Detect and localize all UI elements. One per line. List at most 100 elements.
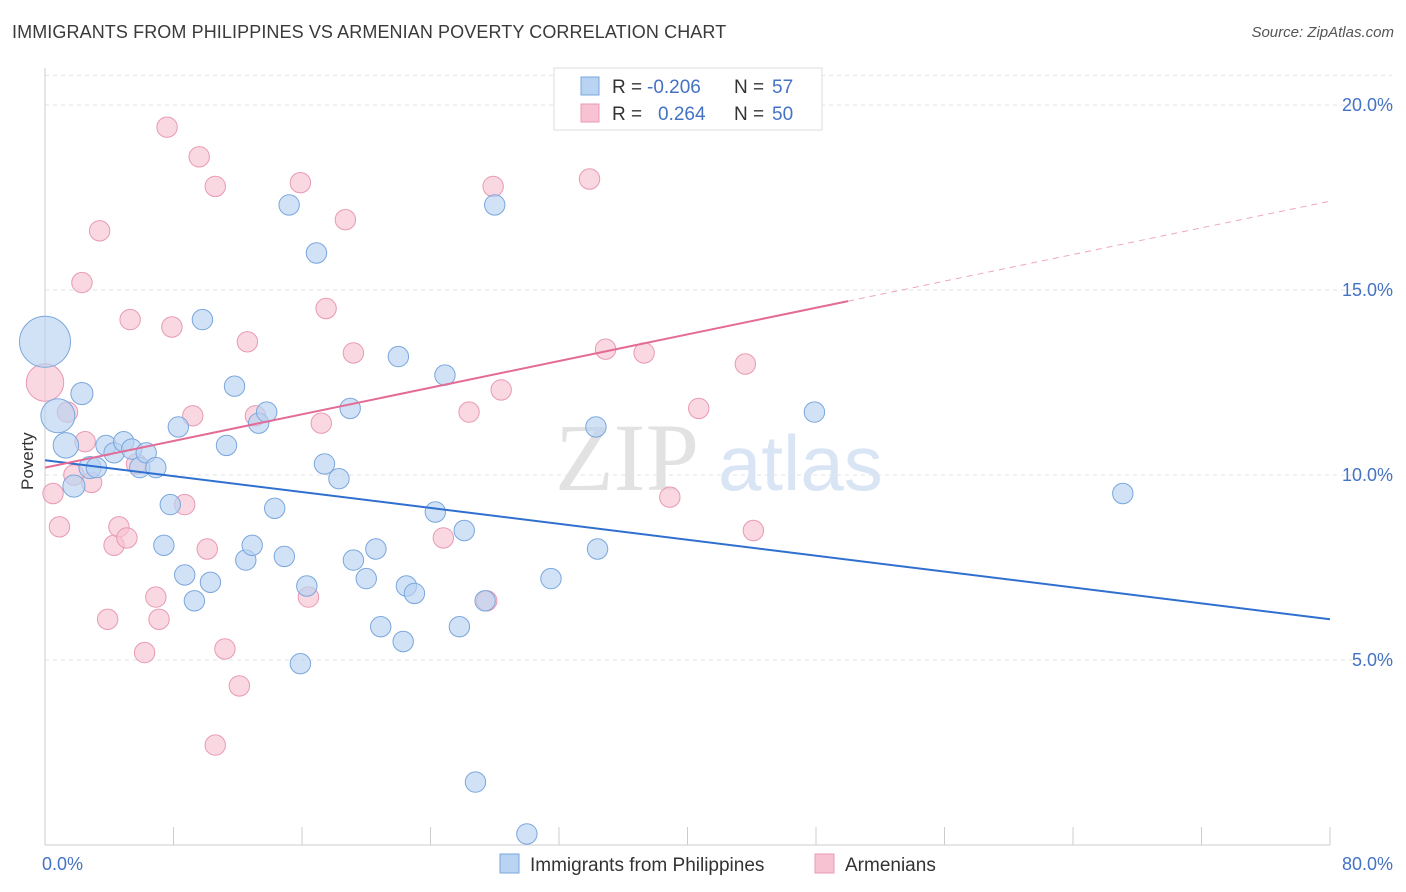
trend-lines [44,200,1331,621]
philippines-point [305,242,328,264]
philippines-point [40,398,76,434]
legend-n-value-2: 50 [772,104,793,125]
chart-title: IMMIGRANTS FROM PHILIPPINES VS ARMENIAN … [12,22,727,42]
philippines-point [313,453,336,475]
legend-r-label-2: R = [612,104,642,125]
philippines-point [516,823,538,845]
philippines-point [62,474,86,498]
armenians-point [742,519,765,542]
watermark-atlas: atlas [718,419,883,507]
x-tick-label-min: 0.0% [42,854,83,874]
philippines-point [289,653,312,675]
philippines-points [19,194,1134,845]
armenians-point [148,608,170,630]
armenians-point [315,297,337,320]
armenians-point [71,271,93,294]
philippines-point [215,434,238,457]
armenians-point [432,527,455,549]
philippines-point [403,582,426,605]
philippines-point [183,590,206,612]
armenians-point [236,331,259,353]
series-legend: Immigrants from Philippines Armenians [499,853,936,876]
philippines-point [540,567,562,590]
armenians-point [482,175,504,198]
philippines-point [241,534,263,556]
source-note: Source: ZipAtlas.com [1251,24,1394,41]
philippines-point [278,194,300,216]
tick-labels: 5.0% 10.0% 15.0% 20.0% 0.0% 80.0% [42,95,1393,874]
armenians-point [188,146,210,168]
armenians-point [133,641,156,664]
y-tick-label: 5.0% [1352,650,1393,670]
legend-n-label-1: N = [734,77,764,98]
legend-r-value-1: -0.206 [647,77,701,98]
armenians-point [96,608,119,630]
philippines-point [585,416,607,438]
axes [44,68,1331,846]
philippines-point [1112,482,1134,505]
armenians-point [334,209,357,231]
philippines-point [296,575,318,597]
philippines-point [387,345,410,368]
philippines-point [392,630,414,653]
armenians-point [196,538,218,560]
legend-r-value-2: 0.264 [658,104,706,125]
philippines-point [424,501,447,523]
philippines-trend-line [44,459,1331,621]
philippines-point [803,401,826,423]
philippines-point [448,616,471,638]
y-tick-label: 20.0% [1342,95,1393,115]
bottom-legend-label-philippines: Immigrants from Philippines [530,855,764,876]
bottom-legend-swatch-pink [814,853,835,874]
philippines-point [167,416,190,438]
armenians-point [119,308,141,331]
philippines-point [342,549,365,571]
armenians-point [289,172,312,194]
grid-lines [45,74,1392,661]
philippines-point [464,771,487,793]
philippines-point [159,493,181,516]
armenians-point [310,412,332,434]
armenians-point [204,175,226,198]
philippines-point [484,194,506,216]
armenians-point [228,675,251,697]
armenians-point [214,638,236,660]
armenians-point [204,734,226,756]
armenians-point [161,316,183,338]
legend-n-value-1: 57 [772,77,793,98]
legend-swatch-pink [580,103,600,123]
philippines-point [52,432,80,459]
y-axis-label: Poverty [18,432,37,490]
philippines-point [153,534,175,556]
philippines-point [19,315,71,368]
armenians-trend-line [44,300,849,469]
armenians-point [88,220,111,242]
armenians-point [734,353,757,375]
armenians-point [25,363,65,402]
x-tick-label-max: 80.0% [1342,854,1393,874]
armenians-point [145,586,167,608]
philippines-point [273,545,296,568]
armenians-point [458,401,480,423]
armenians-point [659,486,681,508]
armenians-point [578,168,601,190]
armenians-point [42,482,64,505]
y-tick-label: 10.0% [1342,465,1393,485]
armenians-trend-extension [848,200,1331,302]
philippines-point [328,468,350,490]
philippines-point [191,308,214,331]
bottom-legend-label-armenians: Armenians [845,855,936,876]
armenians-point [156,116,178,138]
armenians-point [688,397,710,420]
philippines-point [223,375,246,397]
armenians-point [342,342,365,364]
philippines-point [453,519,475,542]
philippines-point [355,567,377,590]
armenians-point [182,405,204,427]
legend-r-label-1: R = [612,77,642,98]
philippines-point [174,564,196,586]
y-tick-label: 15.0% [1342,280,1393,300]
bottom-legend-swatch-blue [499,853,520,874]
philippines-point [365,538,387,560]
